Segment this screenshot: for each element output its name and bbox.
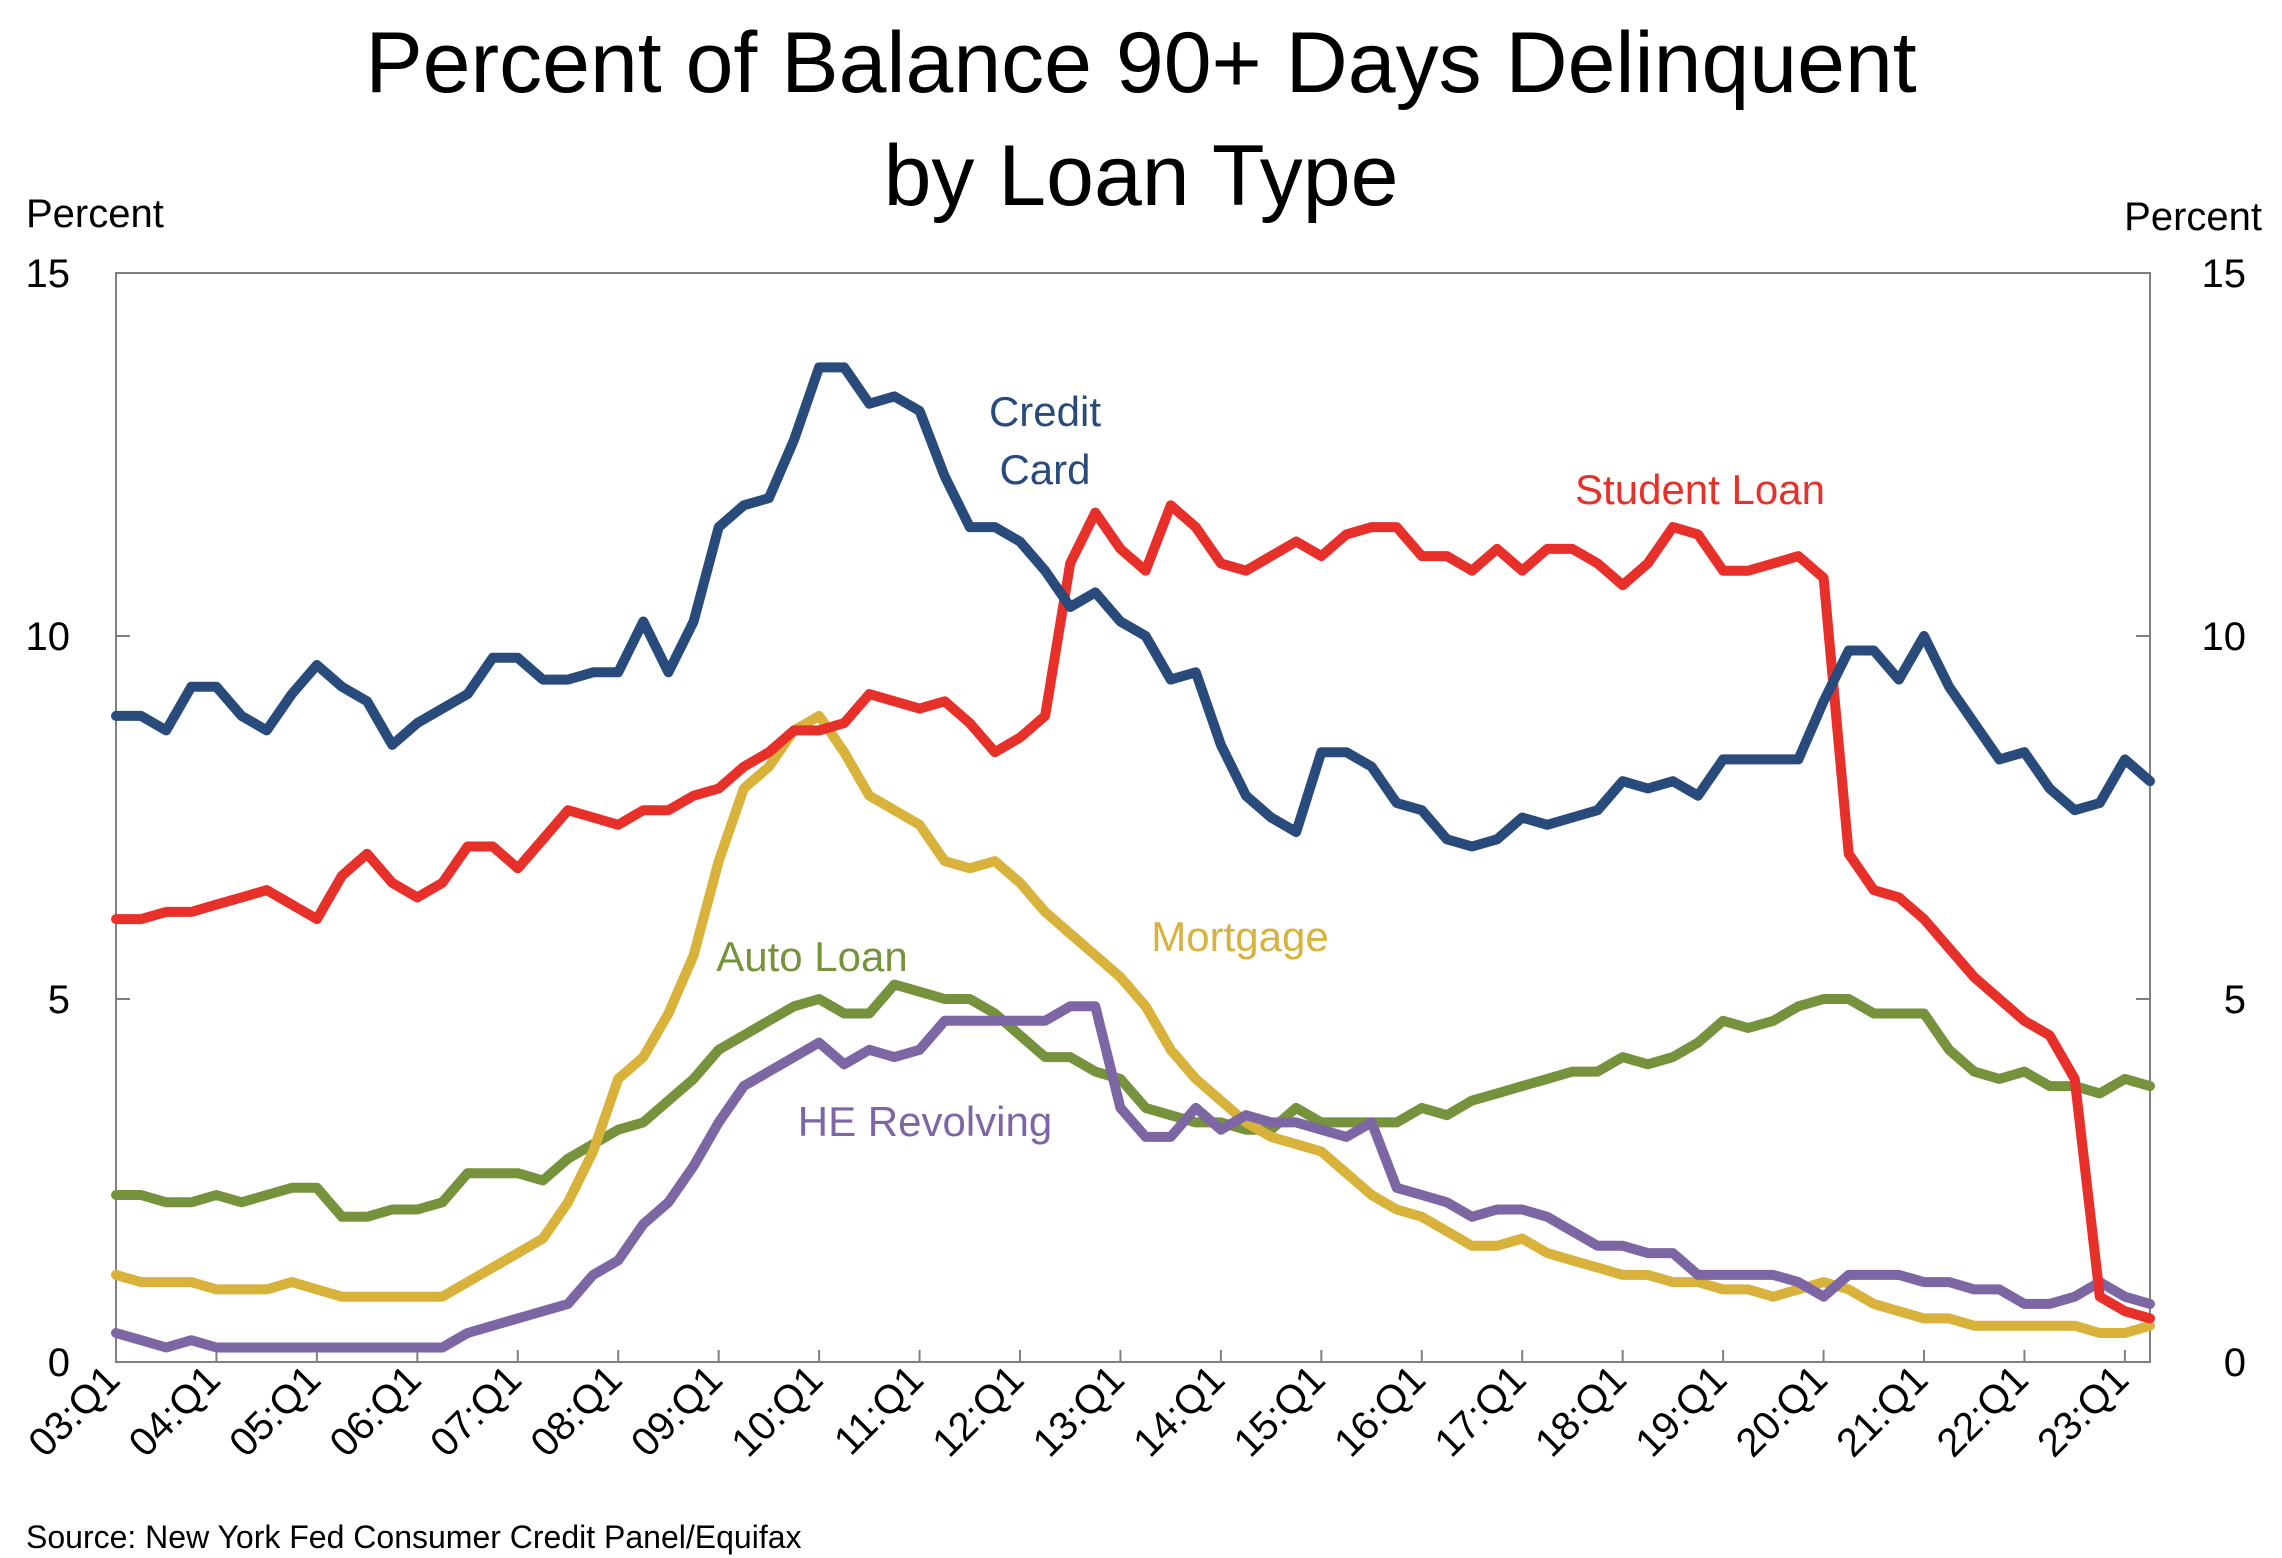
x-ticks: 03:Q104:Q105:Q106:Q107:Q108:Q109:Q110:Q1… bbox=[20, 1350, 2137, 1465]
y-tick-label-left: 10 bbox=[26, 615, 71, 659]
series-line-auto-loan bbox=[111, 979, 2155, 1222]
plot-area-border bbox=[115, 272, 2151, 1363]
x-tick-label: 20:Q1 bbox=[1728, 1357, 1836, 1465]
x-tick-label: 15:Q1 bbox=[1226, 1357, 1334, 1465]
series-label-he-revolving: HE Revolving bbox=[798, 1098, 1052, 1145]
x-tick-label: 11:Q1 bbox=[826, 1357, 932, 1463]
x-tick-label: 07:Q1 bbox=[422, 1357, 530, 1465]
y-axis-label-right: Percent bbox=[2124, 195, 2262, 239]
y-tick-label-left: 15 bbox=[26, 252, 71, 296]
x-tick-label: 22:Q1 bbox=[1929, 1357, 2037, 1465]
x-tick-label: 17:Q1 bbox=[1426, 1357, 1534, 1465]
series-label-mortgage: Mortgage bbox=[1151, 913, 1328, 960]
x-tick-label: 21:Q1 bbox=[1828, 1357, 1936, 1465]
series-label-credit-card: Card bbox=[999, 446, 1090, 493]
series-labels: Credit Card Student Loan Auto Loan Mortgage H… bbox=[716, 388, 1825, 1145]
plot-frame bbox=[115, 272, 2151, 1363]
x-tick-label: 18:Q1 bbox=[1527, 1357, 1635, 1465]
y-tick-label-right: 15 bbox=[2202, 252, 2247, 296]
x-tick-label: 23:Q1 bbox=[2029, 1357, 2137, 1465]
series-lines bbox=[111, 362, 2155, 1353]
x-tick-label: 09:Q1 bbox=[623, 1357, 731, 1465]
x-tick-label: 14:Q1 bbox=[1125, 1357, 1233, 1465]
series-line-he-revolving bbox=[111, 1001, 2155, 1353]
chart-title-line1: Percent of Balance 90+ Days Delinquent bbox=[365, 15, 1916, 111]
series-line-student-loan bbox=[111, 500, 2155, 1324]
x-tick-label: 13:Q1 bbox=[1025, 1357, 1133, 1465]
x-tick-label: 05:Q1 bbox=[221, 1357, 329, 1465]
x-tick-label: 08:Q1 bbox=[522, 1357, 630, 1465]
y-tick-label-right: 5 bbox=[2224, 978, 2246, 1022]
y-tick-label-left: 0 bbox=[48, 1341, 70, 1385]
x-tick-label: 16:Q1 bbox=[1326, 1357, 1434, 1465]
y-tick-label-right: 0 bbox=[2224, 1341, 2246, 1385]
y-tick-label-left: 5 bbox=[48, 978, 70, 1022]
x-tick-label: 12:Q1 bbox=[924, 1357, 1032, 1465]
source-note: Source: New York Fed Consumer Credit Pan… bbox=[26, 1519, 802, 1555]
series-label-auto-loan: Auto Loan bbox=[716, 933, 908, 980]
x-tick-label: 06:Q1 bbox=[322, 1357, 430, 1465]
x-tick-label: 10:Q1 bbox=[723, 1357, 831, 1465]
x-tick-label: 04:Q1 bbox=[121, 1357, 229, 1465]
y-tick-label-right: 10 bbox=[2202, 615, 2247, 659]
chart-title-line2: by Loan Type bbox=[884, 128, 1399, 224]
series-label-student-loan: Student Loan bbox=[1575, 466, 1825, 513]
x-tick-label: 19:Q1 bbox=[1627, 1357, 1735, 1465]
series-line-credit-card bbox=[111, 362, 2155, 852]
series-label-credit-card: Credit bbox=[989, 388, 1101, 435]
y-axis-label-left: Percent bbox=[26, 192, 164, 236]
y-ticks: 0 0 5 5 10 10 15 15 bbox=[26, 252, 2247, 1385]
x-tick-label: 03:Q1 bbox=[20, 1357, 128, 1465]
